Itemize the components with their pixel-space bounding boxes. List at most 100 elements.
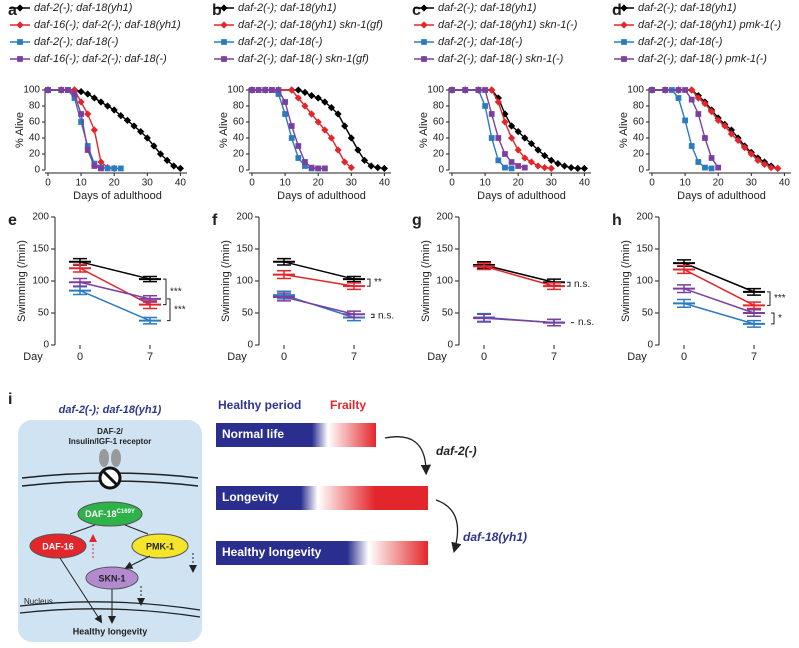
point bbox=[341, 122, 349, 130]
point bbox=[774, 164, 782, 172]
point bbox=[98, 165, 104, 172]
point bbox=[78, 111, 84, 117]
daf18-label: DAF-18C169Y bbox=[85, 509, 135, 520]
legend-marker bbox=[620, 21, 628, 29]
point bbox=[295, 143, 302, 149]
y-tick-label: 60 bbox=[433, 117, 445, 128]
survival-line bbox=[252, 89, 325, 170]
y-tick-label: 200 bbox=[32, 212, 49, 223]
bar-label: Healthy longevity bbox=[222, 545, 322, 559]
x-axis-label: Day bbox=[427, 351, 447, 363]
x-tick-label: 40 bbox=[579, 178, 591, 189]
y-tick-label: 20 bbox=[29, 149, 41, 160]
x-tick-label: 7 bbox=[351, 351, 357, 363]
point bbox=[521, 134, 529, 142]
receptor-label: Insulin/IGF-1 receptor bbox=[69, 437, 152, 446]
legend-label: daf-2(-); daf-18(-) pmk-1(-) bbox=[638, 53, 767, 65]
legend-label: daf-2(-); daf-18(yh1) bbox=[438, 2, 537, 14]
outcome-label: Healthy longevity bbox=[73, 626, 148, 636]
point bbox=[360, 156, 369, 164]
x-axis-label: Day bbox=[23, 351, 43, 363]
point bbox=[334, 146, 342, 154]
y-tick-label: 40 bbox=[29, 133, 41, 144]
legend-marker bbox=[16, 21, 24, 29]
y-tick-label: 100 bbox=[227, 85, 244, 96]
arrowhead bbox=[89, 534, 97, 542]
y-axis-label: Swimming (/min) bbox=[220, 240, 232, 322]
x-tick-label: 20 bbox=[713, 178, 725, 189]
point bbox=[301, 88, 309, 96]
point bbox=[707, 108, 716, 116]
point bbox=[374, 164, 382, 172]
survival-line bbox=[252, 89, 352, 169]
diagram: i daf-2(-); daf-18(yh1) DAF-2/ Insulin/I… bbox=[8, 391, 527, 642]
y-tick-label: 100 bbox=[32, 276, 49, 287]
daf18-sup: C169Y bbox=[117, 509, 135, 515]
point bbox=[334, 110, 342, 118]
point bbox=[508, 165, 515, 172]
daf18-node bbox=[77, 501, 143, 527]
legend-marker bbox=[220, 4, 228, 12]
point bbox=[449, 87, 455, 93]
point bbox=[104, 165, 111, 172]
y-tick-label: 100 bbox=[636, 276, 653, 287]
arrowhead bbox=[137, 598, 145, 606]
point bbox=[482, 103, 488, 109]
point bbox=[288, 86, 296, 94]
point bbox=[514, 128, 522, 136]
point bbox=[314, 94, 322, 102]
pmk1-label: PMK-1 bbox=[146, 541, 174, 551]
point bbox=[295, 155, 302, 161]
point bbox=[170, 162, 178, 170]
legend-marker bbox=[420, 4, 428, 12]
y-tick-label: 0 bbox=[238, 165, 244, 176]
point bbox=[682, 117, 688, 124]
y-tick-label: 100 bbox=[436, 276, 453, 287]
legend-label: daf-2(-); daf-18(-) bbox=[238, 36, 323, 48]
mean-line bbox=[683, 287, 755, 314]
legend-marker bbox=[220, 21, 228, 29]
lifespan-bar bbox=[216, 486, 428, 510]
lifespan-bar bbox=[216, 423, 376, 447]
significance-bracket bbox=[367, 278, 371, 287]
y-tick-label: 40 bbox=[433, 133, 445, 144]
point bbox=[527, 158, 536, 166]
significance-label: ** bbox=[374, 277, 382, 288]
point bbox=[514, 146, 522, 154]
point bbox=[649, 87, 655, 93]
x-tick-label: 10 bbox=[480, 178, 492, 189]
point bbox=[507, 122, 516, 130]
x-tick-label: 30 bbox=[346, 178, 358, 189]
point bbox=[294, 94, 302, 102]
point bbox=[521, 154, 529, 162]
point bbox=[495, 135, 502, 141]
arrow bbox=[59, 557, 103, 624]
point bbox=[488, 135, 495, 141]
point bbox=[255, 87, 262, 93]
point bbox=[315, 165, 322, 172]
y-axis-label: % Alive bbox=[418, 112, 430, 148]
point bbox=[97, 158, 105, 166]
x-tick-label: 0 bbox=[449, 178, 455, 189]
point bbox=[688, 143, 695, 149]
significance-label: n.s. bbox=[378, 311, 394, 322]
significance-bracket bbox=[567, 281, 571, 287]
mean-line bbox=[683, 302, 755, 325]
legend-label: daf-16(-); daf-2(-); daf-18(yh1) bbox=[34, 19, 181, 31]
point bbox=[747, 150, 755, 158]
arrow-label: daf-2(-) bbox=[436, 444, 477, 458]
significance-bracket bbox=[371, 313, 375, 318]
point bbox=[308, 164, 315, 171]
legend-label: daf-2(-); daf-18(yh1) bbox=[238, 2, 337, 14]
y-tick-label: 20 bbox=[433, 149, 445, 160]
x-axis-label: Days of adulthood bbox=[677, 190, 766, 202]
cell-title: daf-2(-); daf-18(yh1) bbox=[59, 404, 162, 416]
lifespan-bar bbox=[216, 541, 428, 565]
y-tick-label: 20 bbox=[633, 149, 645, 160]
x-tick-label: 20 bbox=[513, 178, 525, 189]
point bbox=[90, 94, 98, 102]
point bbox=[380, 164, 388, 172]
point bbox=[156, 150, 165, 158]
block-icon bbox=[101, 469, 119, 487]
y-tick-label: 150 bbox=[236, 244, 253, 255]
